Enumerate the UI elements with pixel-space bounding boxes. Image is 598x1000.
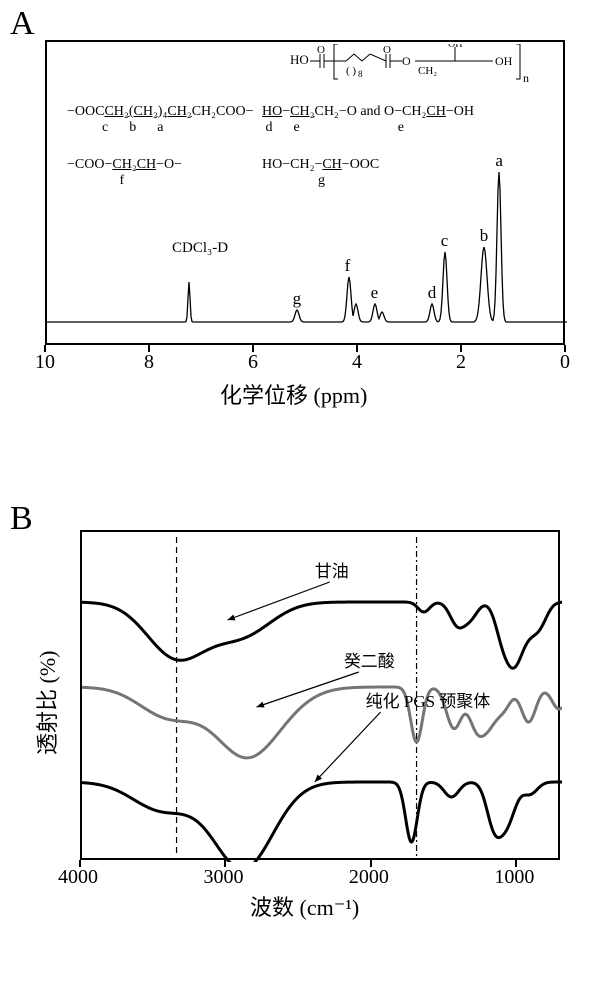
panel-b-label: B [10, 500, 33, 538]
frag-g: HO−CH₂−CH−OOC g [262, 157, 379, 189]
nmr-xtick: 6 [248, 351, 258, 374]
nmr-plot-box: g f e d c b a HO O ( ) 8 O O [45, 40, 565, 345]
nmr-xtick: 8 [144, 351, 154, 374]
nmr-xtick: 0 [560, 351, 570, 374]
panel-b: B 甘油癸二酸纯化 PGS 预聚体 4000 3000 2000 1000 透射比 (… [0, 500, 598, 950]
svg-text:b: b [480, 226, 489, 245]
frag-de: HO−CH₂CH₂−O and O−CH₂CH−OH d e e [262, 104, 474, 136]
svg-text:CH₂: CH₂ [418, 65, 437, 77]
panel-a-label: A [10, 5, 35, 43]
frag-f: −COO−CH₂CH−O− f [67, 157, 182, 189]
svg-text:f: f [345, 256, 351, 275]
svg-text:( ): ( ) [346, 65, 356, 77]
svg-text:甘油: 甘油 [315, 562, 349, 581]
svg-text:O: O [317, 44, 325, 56]
main-struct: HO O ( ) 8 O O CH₂ OH [288, 44, 548, 99]
svg-text:O: O [402, 54, 411, 68]
svg-text:g: g [293, 289, 302, 308]
ftir-xtick: 4000 [58, 866, 98, 889]
svg-text:a: a [495, 151, 503, 170]
svg-text:O: O [383, 44, 391, 56]
frag-abc: −OOCCH₂(CH₂)₄CH₂CH₂COO− c b a [67, 104, 254, 136]
ftir-plot-box: 甘油癸二酸纯化 PGS 预聚体 [80, 530, 560, 860]
nmr-x-title: 化学位移 (ppm) [220, 378, 367, 410]
svg-text:d: d [428, 283, 437, 302]
panel-a: A g f e d c b a HO O ( ) 8 O [0, 0, 598, 450]
svg-text:8: 8 [358, 69, 363, 79]
svg-text:HO: HO [290, 52, 309, 67]
svg-text:c: c [441, 231, 449, 250]
svg-text:OH: OH [495, 54, 513, 68]
svg-text:e: e [371, 283, 379, 302]
ftir-xtick: 3000 [203, 866, 243, 889]
nmr-xtick: 4 [352, 351, 362, 374]
svg-text:纯化 PGS 预聚体: 纯化 PGS 预聚体 [366, 692, 491, 711]
nmr-xtick: 10 [35, 351, 55, 374]
ftir-svg: 甘油癸二酸纯化 PGS 预聚体 [82, 532, 562, 862]
svg-text:癸二酸: 癸二酸 [344, 652, 395, 671]
nmr-xtick: 2 [456, 351, 466, 374]
svg-text:n: n [523, 71, 529, 85]
solvent-label: CDCl₃-D [172, 240, 228, 257]
ftir-x-title: 波数 (cm⁻¹) [250, 890, 359, 922]
svg-text:OH: OH [448, 44, 462, 50]
ftir-xtick: 1000 [494, 866, 534, 889]
ftir-xtick: 2000 [349, 866, 389, 889]
ftir-y-title: 透射比 (%) [30, 651, 62, 755]
